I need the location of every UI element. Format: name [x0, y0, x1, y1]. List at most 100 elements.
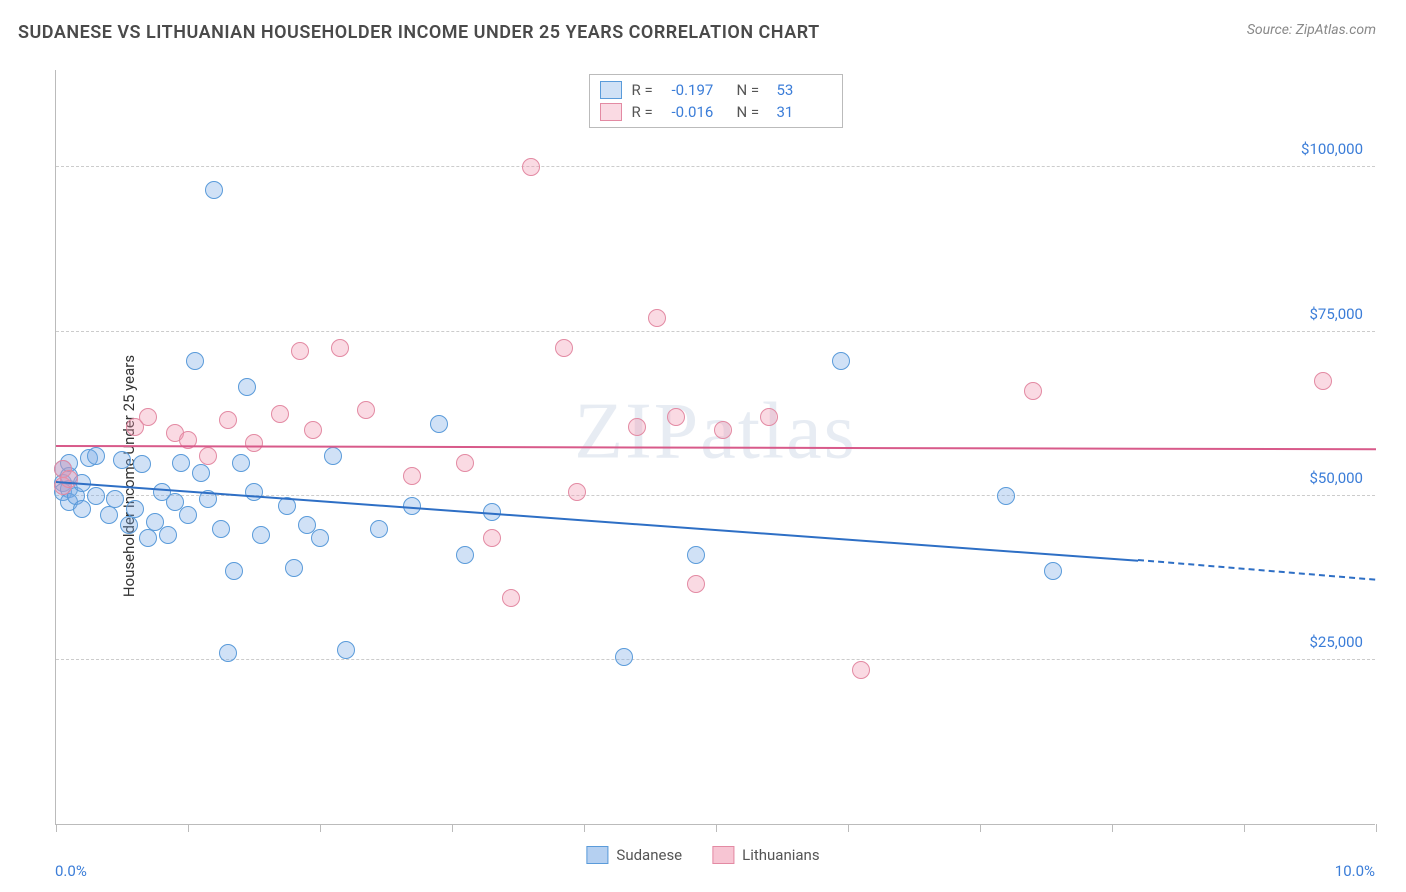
data-point	[106, 490, 124, 508]
data-point	[687, 546, 705, 564]
data-point	[212, 520, 230, 538]
y-tick-label: $25,000	[1309, 633, 1363, 651]
data-point	[628, 418, 646, 436]
data-point	[291, 342, 309, 360]
data-point	[225, 562, 243, 580]
data-point	[357, 401, 375, 419]
legend-r-value: -0.197	[672, 81, 727, 99]
x-tick	[1244, 824, 1245, 832]
legend-n-label: N =	[737, 103, 767, 121]
data-point	[159, 526, 177, 544]
data-point	[832, 352, 850, 370]
data-point	[687, 575, 705, 593]
data-point	[87, 447, 105, 465]
data-point	[370, 520, 388, 538]
legend-n-value: 53	[777, 81, 832, 99]
data-point	[120, 516, 138, 534]
x-tick	[716, 824, 717, 832]
x-tick	[452, 824, 453, 832]
gridline	[56, 331, 1375, 332]
data-point	[126, 500, 144, 518]
legend-item: Lithuanians	[712, 846, 819, 864]
data-point	[245, 483, 263, 501]
data-point	[1314, 372, 1332, 390]
data-point	[285, 559, 303, 577]
chart-title: SUDANESE VS LITHUANIAN HOUSEHOLDER INCOM…	[18, 22, 820, 43]
legend-swatch	[712, 846, 734, 864]
data-point	[311, 529, 329, 547]
x-axis-min: 0.0%	[55, 862, 87, 880]
data-point	[60, 470, 78, 488]
data-point	[245, 434, 263, 452]
data-point	[252, 526, 270, 544]
data-point	[179, 506, 197, 524]
data-point	[113, 451, 131, 469]
x-tick	[1112, 824, 1113, 832]
data-point	[192, 464, 210, 482]
data-point	[199, 447, 217, 465]
data-point	[232, 454, 250, 472]
data-point	[87, 487, 105, 505]
data-point	[667, 408, 685, 426]
x-tick	[188, 824, 189, 832]
data-point	[456, 546, 474, 564]
gridline	[56, 659, 1375, 660]
data-point	[483, 529, 501, 547]
legend-swatch	[600, 81, 622, 99]
data-point	[997, 487, 1015, 505]
y-tick-label: $100,000	[1301, 140, 1363, 158]
x-tick	[56, 824, 57, 832]
x-tick	[848, 824, 849, 832]
y-tick-label: $50,000	[1309, 469, 1363, 487]
data-point	[139, 408, 157, 426]
data-point	[219, 411, 237, 429]
series-legend: Sudanese Lithuanians	[586, 846, 819, 864]
data-point	[1044, 562, 1062, 580]
data-point	[324, 447, 342, 465]
legend-label: Sudanese	[616, 846, 682, 864]
data-point	[139, 529, 157, 547]
data-point	[205, 181, 223, 199]
data-point	[186, 352, 204, 370]
data-point	[615, 648, 633, 666]
data-point	[852, 661, 870, 679]
legend-swatch	[586, 846, 608, 864]
legend-label: Lithuanians	[742, 846, 819, 864]
data-point	[133, 455, 151, 473]
data-point	[73, 500, 91, 518]
data-point	[271, 405, 289, 423]
legend-r-value: -0.016	[672, 103, 727, 121]
data-point	[456, 454, 474, 472]
y-tick-label: $75,000	[1309, 305, 1363, 323]
data-point	[714, 421, 732, 439]
legend-r-label: R =	[632, 103, 662, 121]
legend-r-label: R =	[632, 81, 662, 99]
data-point	[648, 309, 666, 327]
legend-row: R =-0.197N =53	[600, 79, 832, 101]
trend-line	[1138, 559, 1376, 581]
legend-item: Sudanese	[586, 846, 682, 864]
legend-n-value: 31	[777, 103, 832, 121]
gridline	[56, 166, 1375, 167]
chart-container: Householder Income Under 25 years ZIPatl…	[0, 60, 1406, 892]
data-point	[760, 408, 778, 426]
legend-swatch	[600, 103, 622, 121]
data-point	[219, 644, 237, 662]
data-point	[238, 378, 256, 396]
legend-row: R = -0.016 N = 31	[600, 101, 832, 123]
data-point	[337, 641, 355, 659]
data-point	[568, 483, 586, 501]
data-point	[304, 421, 322, 439]
data-point	[331, 339, 349, 357]
data-point	[522, 158, 540, 176]
x-tick	[320, 824, 321, 832]
data-point	[430, 415, 448, 433]
correlation-legend: R = -0.197 N = 53 R = -0.016 N = 31	[589, 74, 843, 128]
data-point	[100, 506, 118, 524]
x-tick	[584, 824, 585, 832]
x-axis-max: 10.0%	[1335, 862, 1375, 880]
x-tick	[1376, 824, 1377, 832]
data-point	[403, 467, 421, 485]
source-label: Source: ZipAtlas.com	[1247, 22, 1376, 38]
data-point	[555, 339, 573, 357]
